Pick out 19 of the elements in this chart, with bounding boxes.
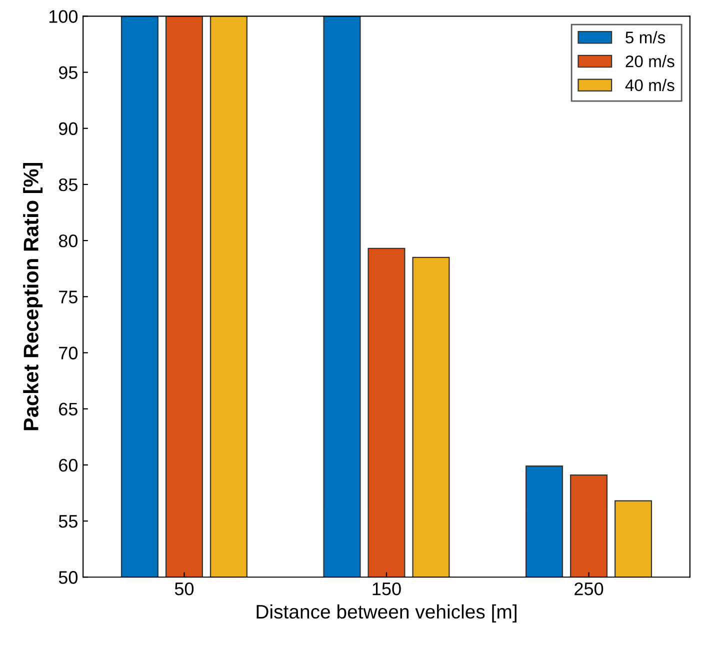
- y-tick-label: 65: [59, 402, 78, 416]
- y-axis-title: Packet Reception Ratio [%]: [23, 162, 43, 430]
- y-tick-label: 55: [58, 515, 78, 528]
- x-tick-label: 50: [174, 582, 194, 596]
- y-tick-label: 85: [58, 178, 78, 192]
- legend-label: 20 m/s: [626, 55, 674, 68]
- x-tick-label: 150: [372, 582, 401, 596]
- legend-label: 40 m/s: [625, 78, 674, 92]
- y-tick-label: 75: [59, 290, 78, 304]
- y-tick-label: 95: [58, 66, 78, 79]
- y-tick-label: 90: [58, 122, 78, 136]
- legend-label: 5 m/s: [626, 31, 666, 44]
- y-tick-label: 50: [58, 571, 78, 584]
- y-tick-label: 60: [59, 458, 78, 472]
- y-tick-label: 100: [49, 10, 78, 23]
- y-tick-label: 80: [58, 234, 78, 248]
- x-tick-label: 250: [574, 582, 604, 596]
- x-axis-title: Distance between vehicles [m]: [256, 604, 516, 622]
- y-tick-label: 70: [59, 346, 78, 360]
